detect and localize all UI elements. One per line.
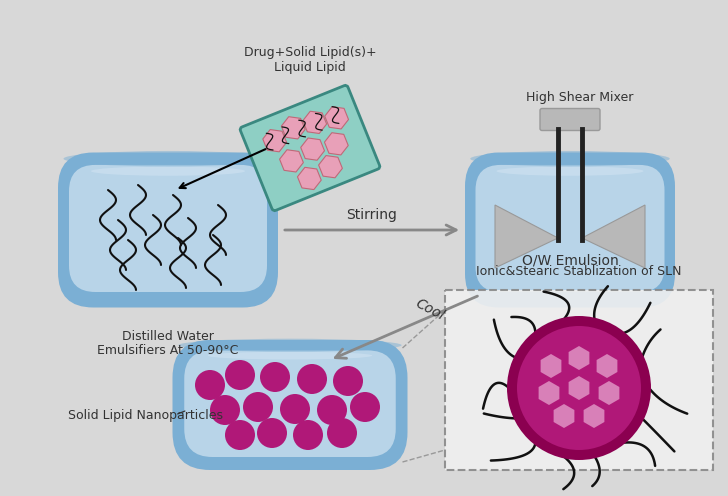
Circle shape	[517, 326, 641, 450]
Text: Distilled Water
Emulsifiers At 50-90°C: Distilled Water Emulsifiers At 50-90°C	[98, 329, 239, 358]
Polygon shape	[569, 376, 590, 400]
Ellipse shape	[207, 352, 372, 360]
Polygon shape	[495, 205, 558, 268]
Polygon shape	[569, 346, 590, 370]
Polygon shape	[298, 167, 321, 189]
Polygon shape	[584, 404, 604, 428]
Ellipse shape	[496, 167, 644, 176]
Ellipse shape	[91, 167, 245, 176]
Circle shape	[297, 364, 327, 394]
Ellipse shape	[470, 151, 670, 167]
Circle shape	[293, 420, 323, 450]
FancyBboxPatch shape	[540, 109, 600, 130]
Text: O/W Emulsion: O/W Emulsion	[522, 253, 618, 267]
Circle shape	[350, 392, 380, 422]
Polygon shape	[582, 205, 645, 268]
Polygon shape	[280, 150, 304, 172]
Circle shape	[257, 418, 287, 448]
Polygon shape	[319, 156, 342, 178]
Circle shape	[195, 370, 225, 400]
Polygon shape	[325, 133, 348, 155]
Polygon shape	[539, 381, 559, 405]
Text: Solid Lipid Nanoparticles: Solid Lipid Nanoparticles	[68, 409, 223, 422]
FancyBboxPatch shape	[445, 290, 713, 470]
Circle shape	[225, 360, 255, 390]
Circle shape	[317, 395, 347, 425]
Polygon shape	[553, 404, 574, 428]
Polygon shape	[263, 129, 287, 152]
Ellipse shape	[178, 339, 402, 352]
Text: Cool: Cool	[414, 297, 447, 323]
Text: Stirring: Stirring	[347, 208, 397, 222]
FancyBboxPatch shape	[465, 152, 675, 308]
Text: Ionic&Stearic Stablization of SLN: Ionic&Stearic Stablization of SLN	[476, 265, 681, 278]
Circle shape	[280, 394, 310, 424]
Circle shape	[260, 362, 290, 392]
Polygon shape	[301, 138, 325, 160]
Polygon shape	[598, 381, 620, 405]
Polygon shape	[541, 354, 561, 378]
Text: Drug+Solid Lipid(s)+
Liquid Lipid: Drug+Solid Lipid(s)+ Liquid Lipid	[244, 46, 376, 74]
Polygon shape	[303, 111, 327, 133]
Circle shape	[210, 395, 240, 425]
FancyBboxPatch shape	[58, 152, 278, 308]
FancyBboxPatch shape	[240, 85, 380, 211]
Text: High Shear Mixer: High Shear Mixer	[526, 91, 633, 104]
FancyBboxPatch shape	[475, 165, 665, 292]
Polygon shape	[325, 107, 349, 129]
Circle shape	[333, 366, 363, 396]
FancyBboxPatch shape	[173, 340, 408, 470]
Circle shape	[225, 420, 255, 450]
Ellipse shape	[63, 151, 272, 167]
Polygon shape	[597, 354, 617, 378]
FancyBboxPatch shape	[69, 165, 267, 292]
Circle shape	[507, 316, 651, 460]
Polygon shape	[281, 117, 305, 139]
Circle shape	[243, 392, 273, 422]
Circle shape	[327, 418, 357, 448]
FancyBboxPatch shape	[184, 350, 396, 457]
